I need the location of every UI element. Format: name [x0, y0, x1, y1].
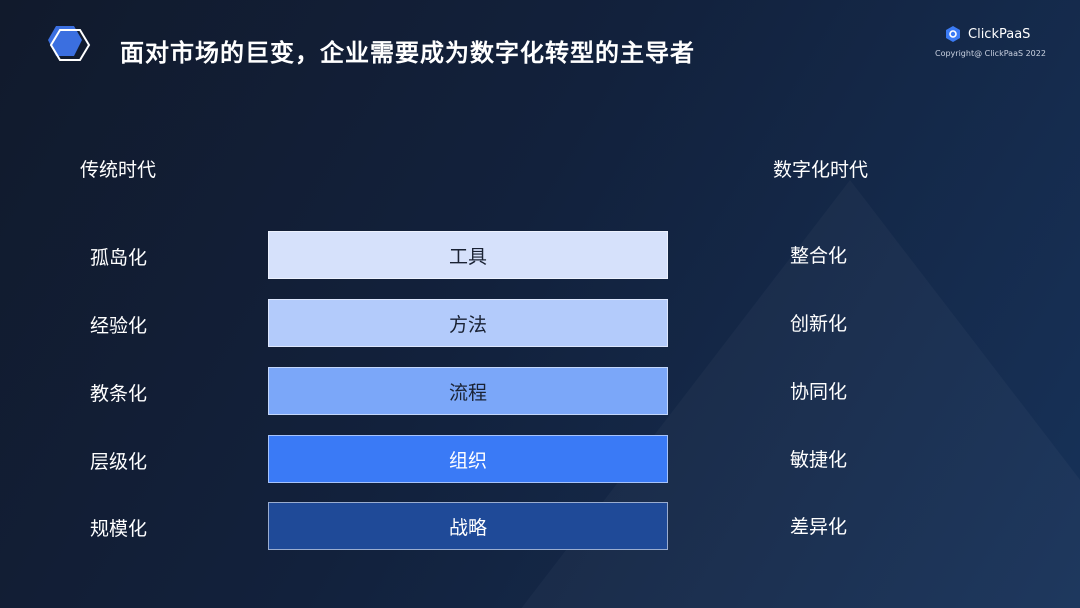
layer-bar: 方法 [268, 299, 668, 347]
digital-label: 协同化 [790, 381, 848, 403]
clickpaas-logo-icon [946, 26, 960, 42]
logo: ClickPaaS [944, 25, 1030, 43]
layer-bar: 战略 [268, 502, 668, 550]
layer-bar: 组织 [268, 435, 668, 483]
layer-bar: 流程 [268, 367, 668, 415]
page-title: 面对市场的巨变，企业需要成为数字化转型的主导者 [120, 39, 695, 67]
layer-label: 战略 [448, 516, 487, 539]
digital-label: 整合化 [790, 245, 848, 267]
left-header: 传统时代 [80, 159, 157, 181]
traditional-label: 孤岛化 [90, 247, 148, 269]
traditional-label: 教条化 [90, 383, 148, 405]
layer-label: 组织 [448, 449, 487, 472]
digital-label: 敏捷化 [790, 449, 848, 471]
copyright: Copyright@ ClickPaaS 2022 [935, 49, 1046, 58]
logo-text: ClickPaaS [968, 26, 1031, 42]
hexagon-icon [48, 26, 91, 61]
digital-label: 差异化 [790, 516, 848, 538]
right-header: 数字化时代 [773, 159, 869, 181]
digital-label: 创新化 [790, 313, 848, 335]
layer-label: 方法 [448, 313, 487, 336]
layer-label: 流程 [448, 381, 487, 404]
traditional-label: 层级化 [90, 451, 148, 473]
traditional-label: 规模化 [90, 518, 148, 540]
layer-bar: 工具 [268, 231, 668, 279]
traditional-label: 经验化 [90, 315, 148, 337]
layer-label: 工具 [448, 245, 487, 268]
